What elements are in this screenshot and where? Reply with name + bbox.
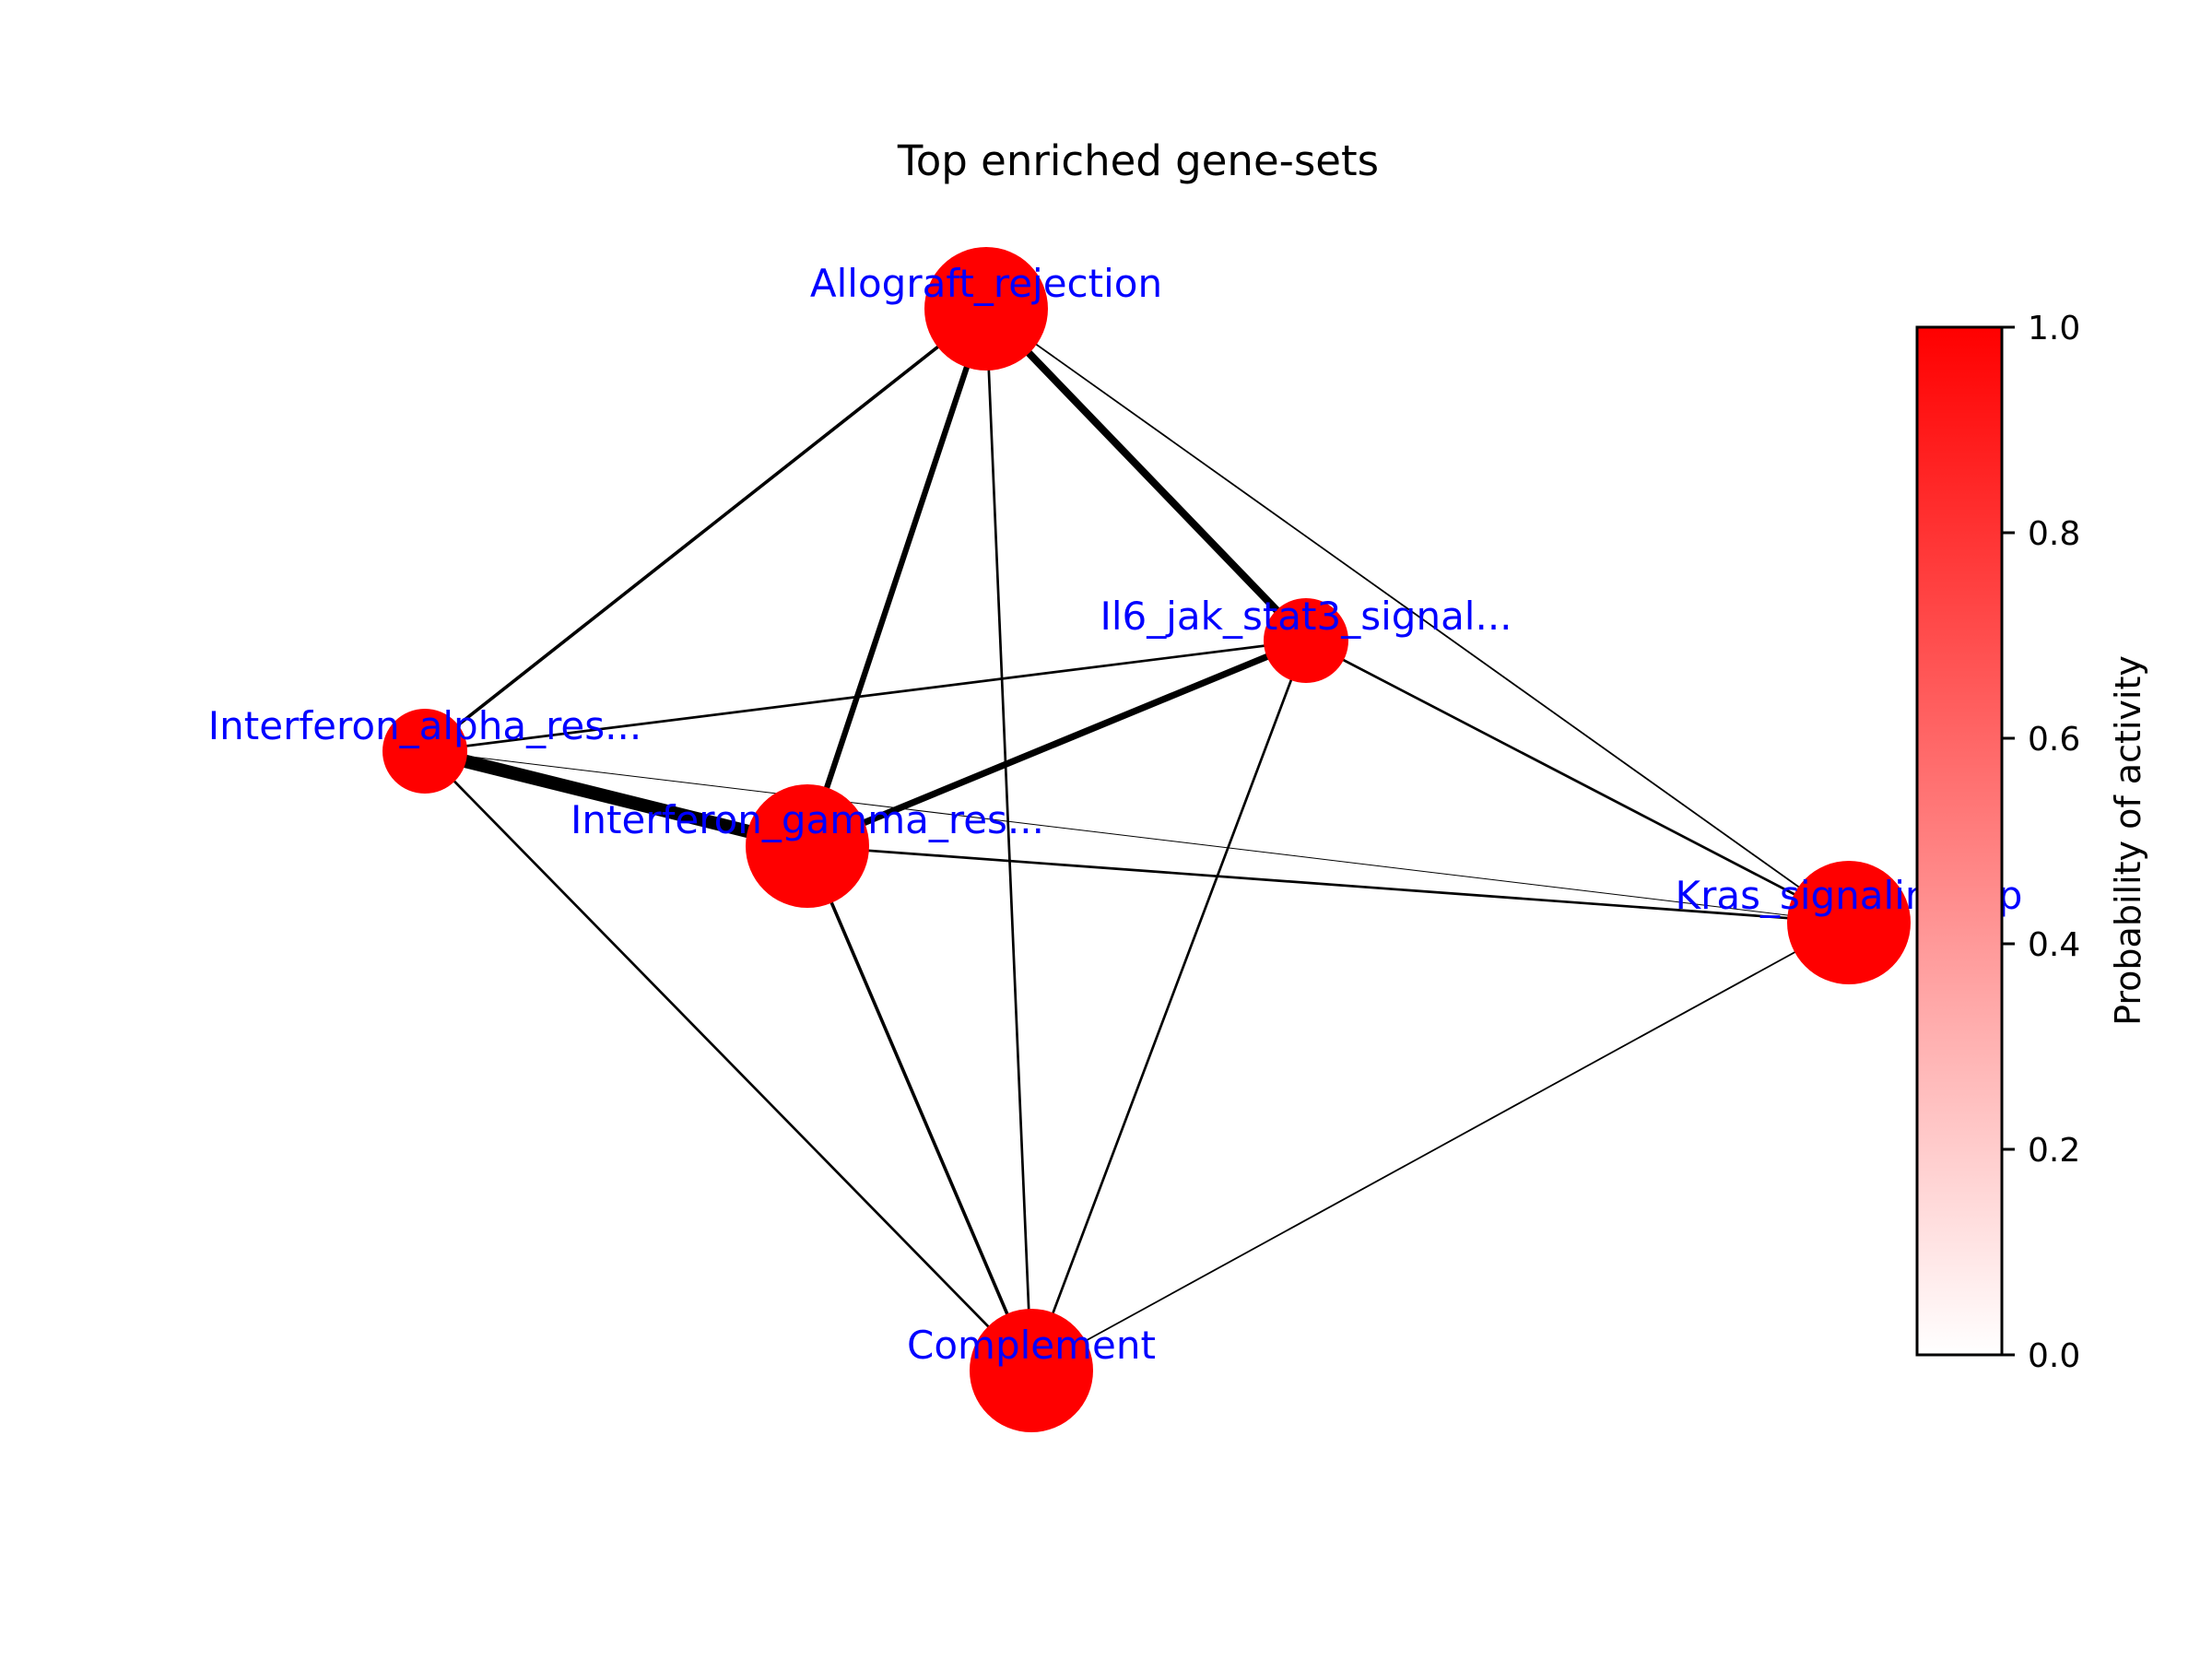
edge-il6-complement [1030,639,1308,1372]
edge-ifna-kras [424,750,1850,924]
colorbar-tick-label: 0.4 [2028,926,2080,964]
node-label-complement: Complement [907,1323,1156,1368]
node-ifng [746,784,869,908]
edge-ifna-il6 [423,639,1308,753]
node-allograft [924,247,1048,371]
edge-allograft-il6 [982,304,1311,645]
node-complement [970,1309,1093,1432]
edge-allograft-complement [984,307,1033,1372]
edge-ifna-complement [423,749,1033,1372]
colorbar-label: Probability of activity [2108,655,2148,1026]
figure-title: Top enriched gene-sets [897,136,1379,185]
edge-ifng-complement [806,844,1033,1372]
colorbar-tick-label: 0.6 [2028,721,2080,759]
node-label-allograft: Allograft_rejection [810,261,1162,306]
node-label-il6: Il6_jak_stat3_signal... [1100,594,1512,639]
node-label-ifng: Interferon_gamma_res... [571,797,1044,842]
edge-allograft-ifng [804,305,990,850]
colorbar-gradient [1915,325,2004,1357]
edge-ifng-kras [806,844,1851,924]
node-ifna [382,709,467,794]
edges-layer [418,304,1851,1372]
edge-kras-complement [1030,922,1850,1371]
colorbar-tick-label: 0.2 [2028,1132,2080,1170]
node-kras [1787,861,1911,984]
edge-ifna-ifng [418,744,815,853]
labels-layer: Allograft_rejection Il6_jak_stat3_signal.… [208,261,2023,1368]
colorbar-tick-label: 0.8 [2028,515,2080,553]
colorbar: 0.0 0.2 0.4 0.6 0.8 1.0 Probability of activi… [1915,310,2148,1375]
colorbar-tick-label: 1.0 [2028,310,2080,347]
colorbar-tick-label: 0.0 [2028,1337,2080,1375]
colorbar-ticks: 0.0 0.2 0.4 0.6 0.8 1.0 [2002,310,2080,1375]
edge-ifng-il6 [804,637,1310,850]
edge-il6-kras [1304,639,1851,924]
node-label-ifna: Interferon_alpha_res... [208,703,641,748]
edge-allograft-kras [985,308,1850,924]
edge-allograft-ifna [423,307,988,753]
nodes-layer [382,247,1911,1432]
node-il6 [1264,598,1348,683]
